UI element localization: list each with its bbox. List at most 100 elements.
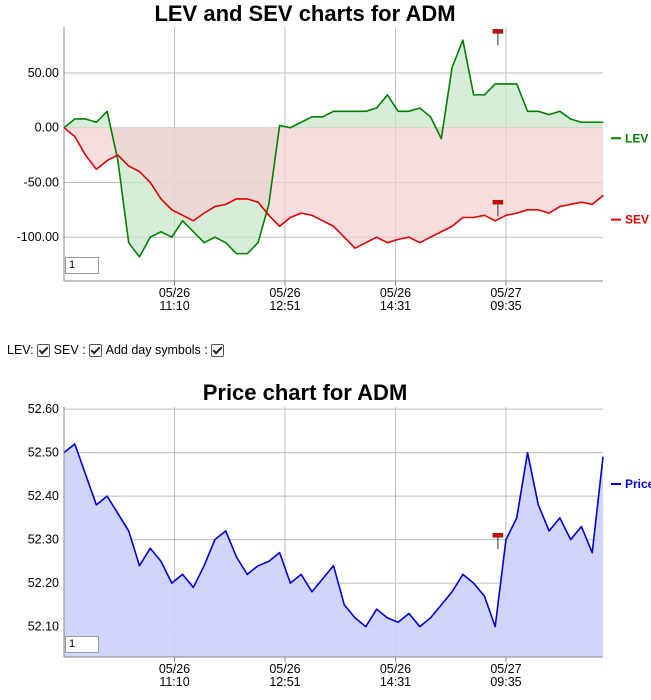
y-tick-label: -50.00: [24, 175, 59, 189]
lev-point: [494, 83, 496, 85]
sev-point: [494, 220, 496, 222]
lev-point: [246, 253, 248, 255]
sev-point: [225, 203, 227, 205]
price-point: [365, 625, 367, 628]
price-point: [235, 556, 238, 558]
price-point: [160, 560, 162, 562]
sev-point: [462, 216, 464, 219]
price-point: [257, 565, 259, 567]
sev-point: [235, 198, 238, 200]
sev-point: [246, 198, 248, 200]
price-point: [591, 552, 593, 554]
lev-point: [192, 231, 194, 233]
legend-price-label: Price: [625, 477, 651, 491]
price-point: [192, 586, 194, 589]
lev-point: [203, 242, 205, 244]
lev-checkbox[interactable]: [36, 343, 50, 357]
lev-toggle[interactable]: LEV:: [7, 343, 50, 357]
lev-point: [235, 253, 238, 255]
price-point: [376, 608, 378, 610]
price-zoom-input[interactable]: 1: [65, 636, 99, 653]
legend-lev-label: LEV: [625, 131, 648, 145]
day-symbols-checkbox[interactable]: [210, 343, 224, 357]
sev-point: [322, 220, 324, 222]
price-point: [386, 617, 388, 619]
sev-point: [74, 135, 76, 138]
price-point: [311, 591, 313, 593]
price-point: [138, 565, 141, 567]
lev-sev-chart-title: LEV and SEV charts for ADM: [154, 1, 456, 26]
chart-controls: LEV: SEV : Add day symbols :: [7, 343, 228, 357]
price-point: [494, 625, 496, 628]
lev-point: [160, 231, 162, 233]
legend-sev-label: SEV: [625, 213, 649, 227]
y-tick-label: 52.20: [28, 576, 59, 590]
sev-point: [311, 214, 313, 216]
day-marker: [492, 199, 504, 205]
sev-point: [473, 216, 475, 219]
price-point: [505, 539, 507, 541]
sev-point: [181, 214, 184, 216]
lev-zoom-input[interactable]: 1: [65, 257, 99, 274]
lev-point: [462, 39, 464, 41]
x-tick-date: 05/26: [269, 286, 300, 300]
lev-point: [181, 220, 184, 222]
lev-point: [332, 110, 335, 112]
lev-sev-chart: 50.000.00-50.00-100.0005/2611:1005/2612:…: [17, 27, 649, 313]
sev-point: [559, 205, 561, 208]
sev-point: [257, 201, 259, 203]
sev-point: [386, 242, 388, 244]
sev-checkbox[interactable]: [88, 343, 102, 357]
sev-point: [376, 236, 378, 238]
lev-point: [149, 236, 151, 238]
price-point: [322, 578, 324, 580]
lev-point: [537, 110, 539, 112]
price-point: [203, 565, 205, 567]
lev-point: [526, 110, 529, 112]
sev-point: [84, 154, 87, 156]
sev-toggle[interactable]: SEV :: [54, 343, 102, 357]
lev-point: [106, 110, 108, 112]
lev-toggle-label: LEV:: [7, 343, 34, 357]
lev-point: [257, 242, 259, 244]
price-point: [516, 517, 518, 519]
x-tick-time: 09:35: [490, 299, 521, 313]
price-point: [332, 565, 335, 567]
x-tick-time: 11:10: [159, 675, 189, 689]
price-point: [128, 530, 130, 532]
x-tick-time: 11:10: [159, 299, 189, 313]
sev-point: [419, 242, 421, 244]
sev-point: [300, 212, 302, 214]
lev-point: [268, 203, 270, 205]
lev-point: [505, 83, 507, 85]
sev-point: [570, 203, 572, 205]
x-tick-date: 05/26: [380, 662, 411, 676]
price-point: [548, 530, 550, 532]
y-tick-label: 52.30: [28, 533, 59, 547]
day-symbols-toggle[interactable]: Add day symbols :: [106, 343, 224, 357]
x-tick-time: 12:51: [269, 675, 300, 689]
x-tick-date: 05/26: [159, 662, 190, 676]
lev-point: [289, 127, 291, 129]
price-point: [117, 512, 119, 515]
lev-point: [225, 242, 227, 244]
sev-point: [343, 236, 345, 238]
lev-point: [171, 236, 173, 238]
lev-point: [311, 116, 313, 118]
sev-point: [365, 242, 367, 244]
price-point: [526, 452, 529, 454]
lev-point: [365, 110, 367, 112]
price-point: [214, 539, 216, 541]
lev-point: [580, 121, 583, 123]
price-point: [397, 621, 399, 623]
price-point: [268, 560, 270, 562]
lev-point: [419, 107, 421, 109]
lev-point: [570, 118, 572, 120]
sev-point: [516, 212, 518, 214]
sev-point: [548, 212, 550, 214]
price-point: [74, 443, 76, 445]
price-point: [462, 573, 464, 575]
price-chart: 52.6052.5052.4052.3052.2052.1005/2611:10…: [28, 402, 651, 689]
lev-point: [429, 116, 432, 118]
sev-point: [429, 236, 432, 238]
